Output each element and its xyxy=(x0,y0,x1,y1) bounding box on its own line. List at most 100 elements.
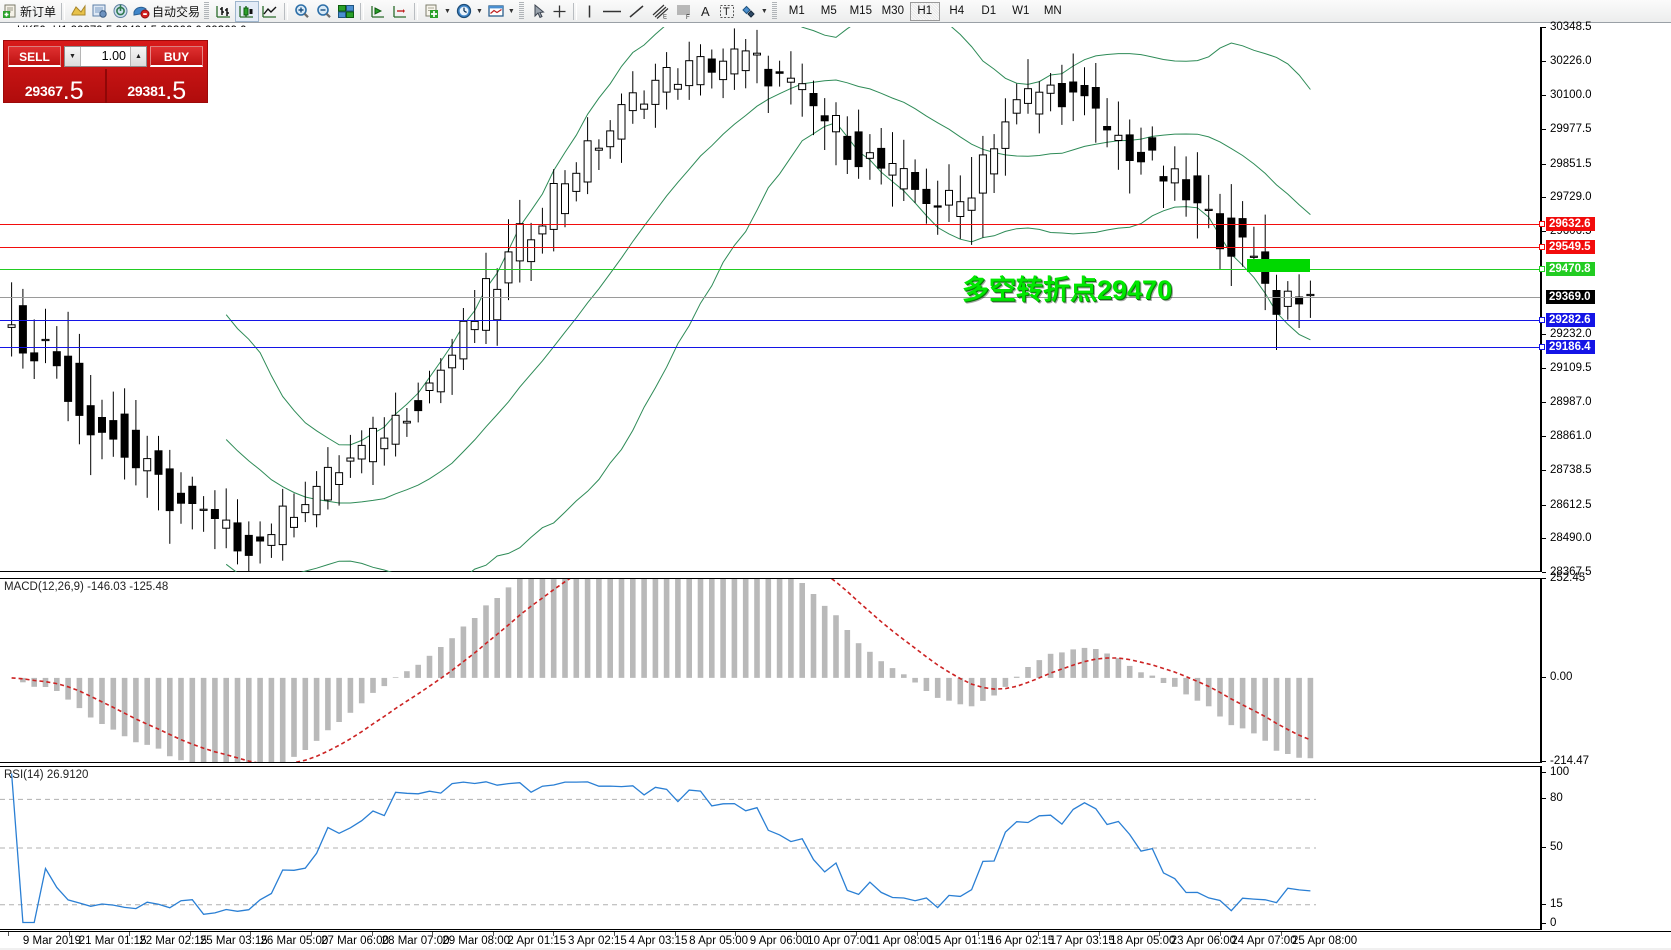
cursor-icon xyxy=(534,3,545,18)
price-tick-label: 28738.5 xyxy=(1550,463,1592,476)
templates-button[interactable]: ▼ xyxy=(485,1,517,22)
period-button[interactable]: ▼ xyxy=(453,1,485,22)
horizontal-line-button[interactable] xyxy=(599,1,625,22)
rsi-tick-label: 50 xyxy=(1550,841,1563,853)
timeframe-m30[interactable]: M30 xyxy=(881,5,904,17)
zoom-out-button[interactable] xyxy=(313,1,335,22)
equidistant-channel-button[interactable]: E xyxy=(648,1,672,22)
timeframe-m1[interactable]: M1 xyxy=(788,5,805,17)
pivot-highlight-box xyxy=(1247,259,1310,272)
trendline-button[interactable] xyxy=(625,1,648,22)
auto-trading-button[interactable]: 自动交易 xyxy=(131,1,202,22)
macd-axis[interactable]: 252.45 0.00 -214.47 xyxy=(1540,572,1671,767)
time-axis-label: 11 Apr 08:00 xyxy=(868,935,933,947)
text-button[interactable]: A xyxy=(696,1,716,22)
time-axis-label: 26 Mar 05:00 xyxy=(260,935,329,947)
candlestick-chart-button[interactable] xyxy=(235,0,260,22)
status-bar xyxy=(0,948,1671,950)
rsi-axis[interactable]: 100 80 50 15 0 xyxy=(1540,766,1671,930)
one-click-trading-panel[interactable]: SELL ▼ 1.00 ▲ BUY 29367 .5 29381 .5 xyxy=(3,40,208,105)
chevron-down-icon[interactable]: ▼ xyxy=(507,7,515,15)
toolbar-grip[interactable] xyxy=(771,2,777,20)
line-chart-button[interactable] xyxy=(259,1,281,22)
timeframe-h4[interactable]: H4 xyxy=(949,5,965,17)
timeframe-m5[interactable]: M5 xyxy=(820,5,837,17)
volume-decrease-icon[interactable]: ▼ xyxy=(65,46,81,66)
auto-trading-icon xyxy=(133,6,150,19)
auto-trading-label: 自动交易 xyxy=(152,4,201,19)
timeframe-d1[interactable]: D1 xyxy=(981,5,997,17)
price-level-tag-pivot[interactable]: 29470.8 xyxy=(1546,261,1595,276)
price-tick-label: 29729.0 xyxy=(1550,191,1592,204)
time-axis-label: 28 Mar 07:00 xyxy=(381,935,450,947)
price-level-tag-resistance-1[interactable]: 29632.6 xyxy=(1546,217,1595,231)
time-axis[interactable]: 9 Mar 2019 21 Mar 01:15 22 Mar 02:15 25 Mar… xyxy=(0,931,1671,950)
price-level-tag-support-1[interactable]: 29282.6 xyxy=(1546,313,1595,328)
rsi-axis-tick: 80 xyxy=(1542,792,1563,805)
toolbar-grip[interactable] xyxy=(518,2,524,20)
rsi-canvas xyxy=(0,773,1316,924)
price-level-tag-support-2[interactable]: 29186.4 xyxy=(1546,339,1595,354)
market-watch-button[interactable] xyxy=(110,1,131,22)
price-tick-label: 30348.5 xyxy=(1550,21,1592,33)
pivot-annotation-text[interactable]: 多空转折点29470 xyxy=(962,275,1173,305)
crosshair-icon xyxy=(553,5,566,17)
bid-whole: 29367 xyxy=(24,83,63,99)
charts-button[interactable] xyxy=(68,1,89,22)
vertical-line-button[interactable] xyxy=(580,1,599,22)
price-level-tag-last-price[interactable]: 29369.0 xyxy=(1546,289,1595,304)
rsi-pane[interactable]: RSI(14) 26.9120 xyxy=(0,766,1540,930)
bar-chart-icon xyxy=(216,5,231,18)
ask-price[interactable]: 29381 .5 xyxy=(107,69,208,104)
timeframe-mn[interactable]: MN xyxy=(1043,5,1062,17)
tile-windows-button[interactable] xyxy=(335,1,357,22)
bid-fraction: .5 xyxy=(62,77,84,105)
chart-shift-button[interactable] xyxy=(389,1,411,22)
text-label-button[interactable]: T xyxy=(716,1,738,22)
timeframe-m15[interactable]: M15 xyxy=(849,5,872,17)
templates-icon xyxy=(488,4,504,17)
chevron-down-icon[interactable]: ▼ xyxy=(760,7,768,15)
fibonacci-button[interactable]: F xyxy=(672,1,696,22)
rsi-tick-label: 15 xyxy=(1550,897,1563,910)
macd-tick-label: -214.47 xyxy=(1550,755,1590,767)
volume-increase-icon[interactable]: ▲ xyxy=(130,46,146,66)
volume-value[interactable]: 1.00 xyxy=(101,48,126,63)
time-axis-tick xyxy=(129,932,131,936)
buy-button[interactable]: BUY xyxy=(150,45,203,67)
macd-pane[interactable]: MACD(12,26,9) -146.03 -125.48 xyxy=(0,578,1540,763)
new-order-button[interactable]: 新订单 xyxy=(0,1,58,22)
rsi-tick-label: 80 xyxy=(1550,792,1563,805)
timeframe-w1[interactable]: W1 xyxy=(1012,5,1030,17)
text-icon: A xyxy=(701,4,710,19)
profiles-button[interactable] xyxy=(89,1,110,22)
price-level-tag-resistance-2[interactable]: 29549.5 xyxy=(1546,239,1595,254)
toolbar-separator xyxy=(572,2,577,20)
price-axis[interactable]: 30348.5 30226.0 30100.0 29977.5 29851.5 29729… xyxy=(1540,21,1671,578)
price-axis-tick: 29977.5 xyxy=(1542,123,1592,135)
macd-label: MACD(12,26,9) -146.03 -125.48 xyxy=(4,581,169,593)
auto-scroll-button[interactable] xyxy=(367,1,389,22)
bid-price[interactable]: 29367 .5 xyxy=(4,69,107,105)
volume-stepper[interactable]: ▼ 1.00 ▲ xyxy=(64,45,147,67)
add-indicator-button[interactable]: ▼ xyxy=(421,1,453,22)
zoom-in-button[interactable] xyxy=(291,1,313,22)
toolbar-grip[interactable] xyxy=(204,2,210,20)
chevron-down-icon[interactable]: ▼ xyxy=(475,7,483,15)
toolbar-separator xyxy=(414,2,419,20)
zoom-out-icon xyxy=(317,3,331,18)
time-axis-label: 24 Apr 07:00 xyxy=(1231,935,1297,947)
cursor-button[interactable] xyxy=(528,1,549,22)
toolbar-separator xyxy=(284,2,289,20)
crosshair-button[interactable] xyxy=(549,1,570,22)
chevron-down-icon[interactable]: ▼ xyxy=(444,7,451,15)
price-chart-pane[interactable] xyxy=(0,27,1540,572)
time-axis-label: 3 Apr 02:15 xyxy=(567,935,627,947)
sell-button[interactable]: SELL xyxy=(8,45,61,67)
shapes-button[interactable]: ▼ xyxy=(738,1,770,22)
time-axis-label: 16 Apr 02:15 xyxy=(988,935,1055,947)
time-axis-label: 10 Apr 07:00 xyxy=(807,935,873,947)
bar-chart-button[interactable] xyxy=(213,1,235,22)
timeframe-h1[interactable]: H1 xyxy=(909,1,940,21)
timeframe-group: M1 M5 M15 M30 H1 H4 D1 W1 MN xyxy=(781,1,1069,21)
